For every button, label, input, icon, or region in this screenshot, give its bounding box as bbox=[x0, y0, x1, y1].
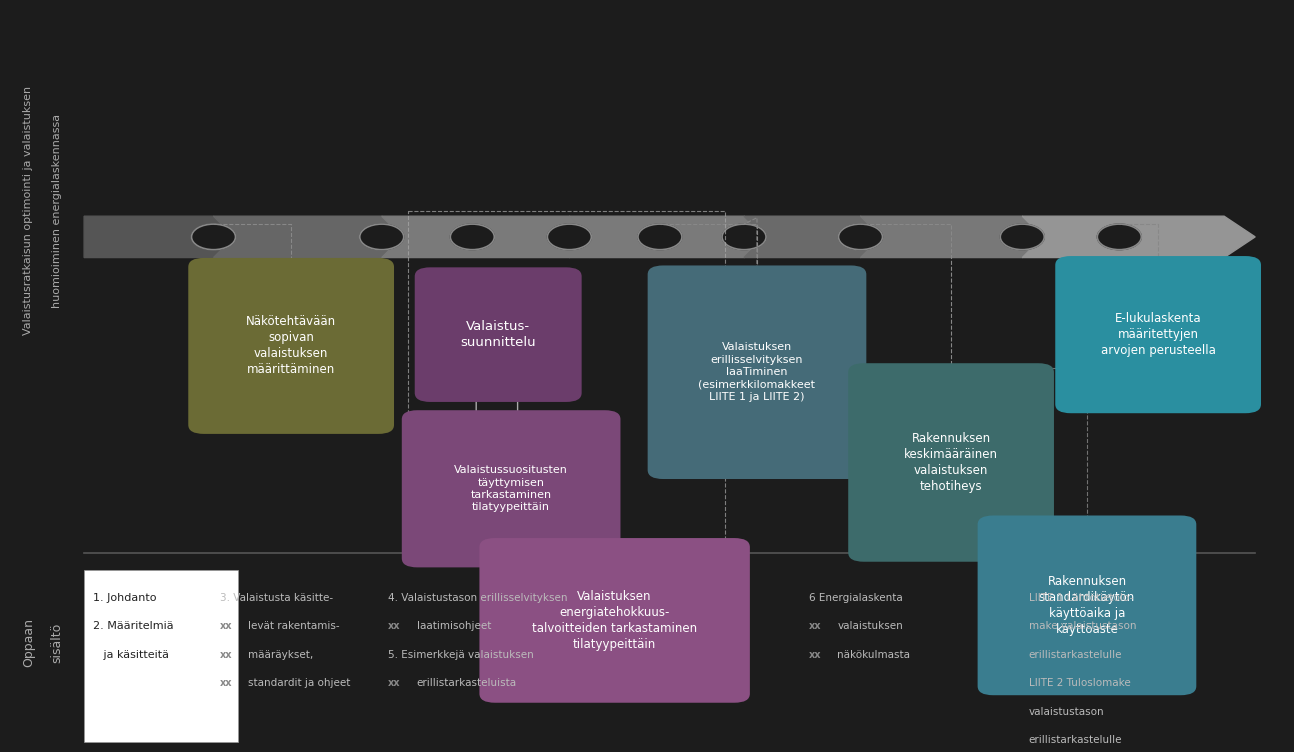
Circle shape bbox=[839, 224, 883, 250]
Text: 1. Johdanto: 1. Johdanto bbox=[93, 593, 157, 602]
Text: 4. Valaistustason erillisselvityksen: 4. Valaistustason erillisselvityksen bbox=[388, 593, 568, 602]
Polygon shape bbox=[569, 217, 765, 257]
Polygon shape bbox=[1022, 217, 1255, 257]
Text: laatimisohjeet: laatimisohjeet bbox=[417, 621, 490, 631]
Text: E-lukulaskenta
määritettyjen
arvojen perusteella: E-lukulaskenta määritettyjen arvojen per… bbox=[1101, 312, 1215, 357]
Polygon shape bbox=[744, 217, 881, 257]
Text: valaistustason: valaistustason bbox=[1029, 707, 1104, 717]
Text: Rakennuksen
standardikäytön
käyttöaika ja
käyttöaste: Rakennuksen standardikäytön käyttöaika j… bbox=[1039, 575, 1135, 636]
Circle shape bbox=[722, 224, 766, 250]
Circle shape bbox=[638, 224, 682, 250]
Text: ja käsitteitä: ja käsitteitä bbox=[93, 650, 170, 660]
Text: LIITE 1 Lähtötietolo-: LIITE 1 Lähtötietolo- bbox=[1029, 593, 1134, 602]
Text: 3. Valaistusta käsitte-: 3. Valaistusta käsitte- bbox=[220, 593, 333, 602]
Text: erillistarkastelulle: erillistarkastelulle bbox=[1029, 650, 1122, 660]
FancyBboxPatch shape bbox=[414, 267, 582, 402]
Polygon shape bbox=[861, 217, 1043, 257]
Text: levät rakentamis-: levät rakentamis- bbox=[248, 621, 340, 631]
Circle shape bbox=[547, 224, 591, 250]
FancyBboxPatch shape bbox=[189, 258, 393, 434]
Text: Valaistuksen
energiatehokkuus-
talvoitteiden tarkastaminen
tilatyypeittäin: Valaistuksen energiatehokkuus- talvoitte… bbox=[532, 590, 697, 651]
FancyBboxPatch shape bbox=[849, 363, 1053, 562]
Polygon shape bbox=[382, 217, 590, 257]
Text: 5. Esimerkkejä valaistuksen: 5. Esimerkkejä valaistuksen bbox=[388, 650, 534, 660]
FancyBboxPatch shape bbox=[978, 516, 1196, 695]
Circle shape bbox=[450, 224, 494, 250]
Text: Valaistus-
suunnittelu: Valaistus- suunnittelu bbox=[461, 320, 536, 349]
Text: Valaistuksen
erillisselvityksen
laaTiminen
(esimerkkilomakkeet
LIITE 1 ja LIITE : Valaistuksen erillisselvityksen laaTimin… bbox=[699, 342, 815, 402]
FancyBboxPatch shape bbox=[84, 570, 238, 742]
Polygon shape bbox=[214, 217, 402, 257]
Text: erillistarkasteluista: erillistarkasteluista bbox=[417, 678, 516, 688]
Text: Valaistussuositusten
täyttymisen
tarkastaminen
tilatyypeittäin: Valaistussuositusten täyttymisen tarkast… bbox=[454, 465, 568, 512]
Text: valaistuksen: valaistuksen bbox=[837, 621, 903, 631]
Text: xx: xx bbox=[388, 621, 401, 631]
Circle shape bbox=[1000, 224, 1044, 250]
FancyBboxPatch shape bbox=[647, 265, 867, 479]
Text: erillistarkastelulle: erillistarkastelulle bbox=[1029, 735, 1122, 745]
Text: make valaistustason: make valaistustason bbox=[1029, 621, 1136, 631]
Circle shape bbox=[1097, 224, 1141, 250]
Text: Oppaan: Oppaan bbox=[22, 618, 35, 668]
Text: määräykset,: määräykset, bbox=[248, 650, 313, 660]
Text: standardit ja ohjeet: standardit ja ohjeet bbox=[248, 678, 351, 688]
Text: Näkötehtävään
sopivan
valaistuksen
määrittäminen: Näkötehtävään sopivan valaistuksen määri… bbox=[246, 315, 336, 377]
Text: 6 Energialaskenta: 6 Energialaskenta bbox=[809, 593, 902, 602]
Text: huomioiminen energialaskennassa: huomioiminen energialaskennassa bbox=[52, 114, 62, 308]
Text: xx: xx bbox=[220, 678, 233, 688]
Polygon shape bbox=[84, 217, 234, 257]
Text: xx: xx bbox=[220, 621, 233, 631]
Text: xx: xx bbox=[220, 650, 233, 660]
Circle shape bbox=[192, 224, 236, 250]
Text: xx: xx bbox=[809, 650, 822, 660]
Circle shape bbox=[360, 224, 404, 250]
Text: sisältö: sisältö bbox=[50, 623, 63, 663]
Text: LIITE 2 Tuloslomake: LIITE 2 Tuloslomake bbox=[1029, 678, 1131, 688]
Text: xx: xx bbox=[388, 678, 401, 688]
FancyBboxPatch shape bbox=[401, 411, 621, 568]
Text: Rakennuksen
keskimääräinen
valaistuksen
tehotiheys: Rakennuksen keskimääräinen valaistuksen … bbox=[905, 432, 998, 493]
Text: 2. Määritelmiä: 2. Määritelmiä bbox=[93, 621, 173, 631]
Text: Valaistusratkaisun optimointi ja valaistuksen: Valaistusratkaisun optimointi ja valaist… bbox=[23, 86, 34, 335]
FancyBboxPatch shape bbox=[1056, 256, 1260, 414]
Text: xx: xx bbox=[809, 621, 822, 631]
Text: näkökulmasta: näkökulmasta bbox=[837, 650, 910, 660]
FancyBboxPatch shape bbox=[479, 538, 749, 702]
